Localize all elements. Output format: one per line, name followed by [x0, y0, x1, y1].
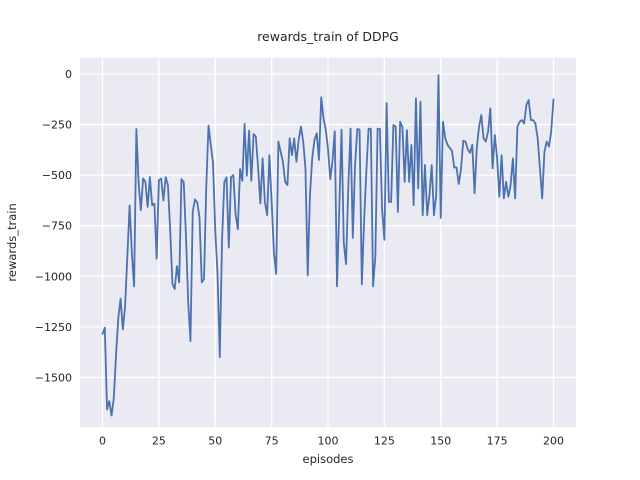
y-tick-label: −1250 [35, 321, 72, 334]
x-tick-label: 0 [99, 435, 106, 448]
y-tick-labels: 0 −250 −500 −750 −1000 −1250 −1500 [35, 68, 72, 384]
y-tick-label: 0 [65, 68, 72, 81]
x-axis-label: episodes [303, 452, 354, 466]
y-axis-label: rewards_train [5, 203, 19, 281]
chart-title: rewards_train of DDPG [257, 29, 399, 44]
x-tick-label: 175 [487, 435, 508, 448]
y-tick-label: −1500 [35, 371, 72, 384]
series-line [101, 74, 555, 417]
x-tick-label: 100 [318, 435, 339, 448]
x-tick-label: 125 [374, 435, 395, 448]
y-tick-label: −250 [42, 119, 72, 132]
gridlines [80, 57, 576, 428]
y-tick-label: −1000 [35, 270, 72, 283]
x-tick-label: 150 [430, 435, 451, 448]
x-tick-label: 75 [265, 435, 279, 448]
x-tick-label: 25 [152, 435, 166, 448]
y-tick-label: −750 [42, 220, 72, 233]
x-tick-labels: 0 25 50 75 100 125 150 175 200 [99, 435, 564, 448]
x-tick-label: 50 [208, 435, 222, 448]
x-tick-label: 200 [543, 435, 564, 448]
y-tick-label: −500 [42, 169, 72, 182]
